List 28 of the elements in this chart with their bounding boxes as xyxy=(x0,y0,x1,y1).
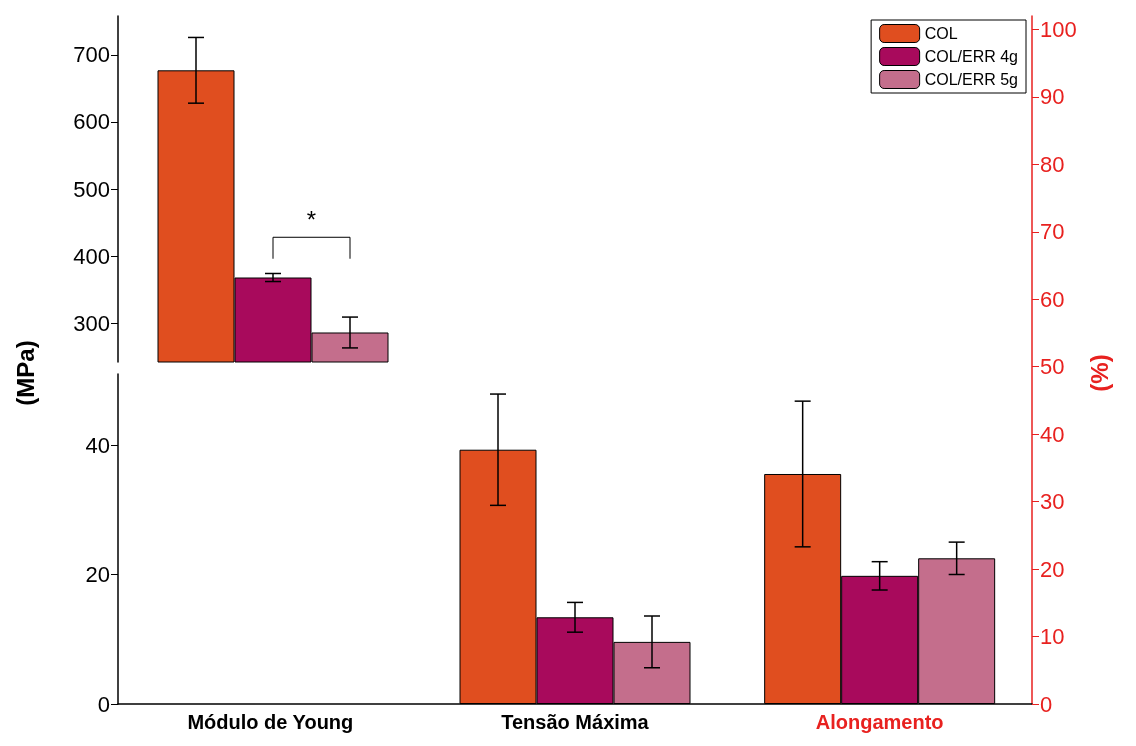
y-axis-title: (MPa) xyxy=(12,340,40,406)
legend-label: COL/ERR 4g xyxy=(924,48,1019,65)
y-tick-label: 300 xyxy=(73,310,110,336)
y2-tick-label: 70 xyxy=(1040,219,1065,245)
legend-label: COL/ERR 5g xyxy=(924,71,1019,88)
y2-tick-label: 90 xyxy=(1040,84,1065,110)
y2-tick-label: 20 xyxy=(1040,556,1065,582)
y2-tick-label: 30 xyxy=(1040,489,1065,515)
y2-tick-label: 80 xyxy=(1040,151,1065,177)
y2-axis-title: (%) xyxy=(1085,354,1114,392)
y-tick-label: 400 xyxy=(73,243,110,269)
y-tick-label: 0 xyxy=(97,691,110,717)
annotation: * xyxy=(306,205,317,233)
y2-tick-label: 50 xyxy=(1040,354,1065,380)
y2-tick-label: 40 xyxy=(1040,421,1065,447)
y-tick-label: 600 xyxy=(73,109,110,135)
y2-tick-label: 0 xyxy=(1040,691,1053,717)
y2-tick-label: 100 xyxy=(1040,16,1077,42)
x-tick-label: Tensão Máxima xyxy=(501,711,650,733)
x-tick-label: Módulo de Young xyxy=(187,711,354,733)
legend-label: COL xyxy=(924,25,958,42)
y-tick-label: 700 xyxy=(73,42,110,68)
y-tick-label: 20 xyxy=(85,562,110,588)
y2-tick-label: 10 xyxy=(1040,624,1065,650)
y-tick-label: 40 xyxy=(85,432,110,458)
x-tick-label: Alongamento xyxy=(815,711,944,733)
y2-tick-label: 60 xyxy=(1040,286,1065,312)
y-tick-label: 500 xyxy=(73,176,110,202)
